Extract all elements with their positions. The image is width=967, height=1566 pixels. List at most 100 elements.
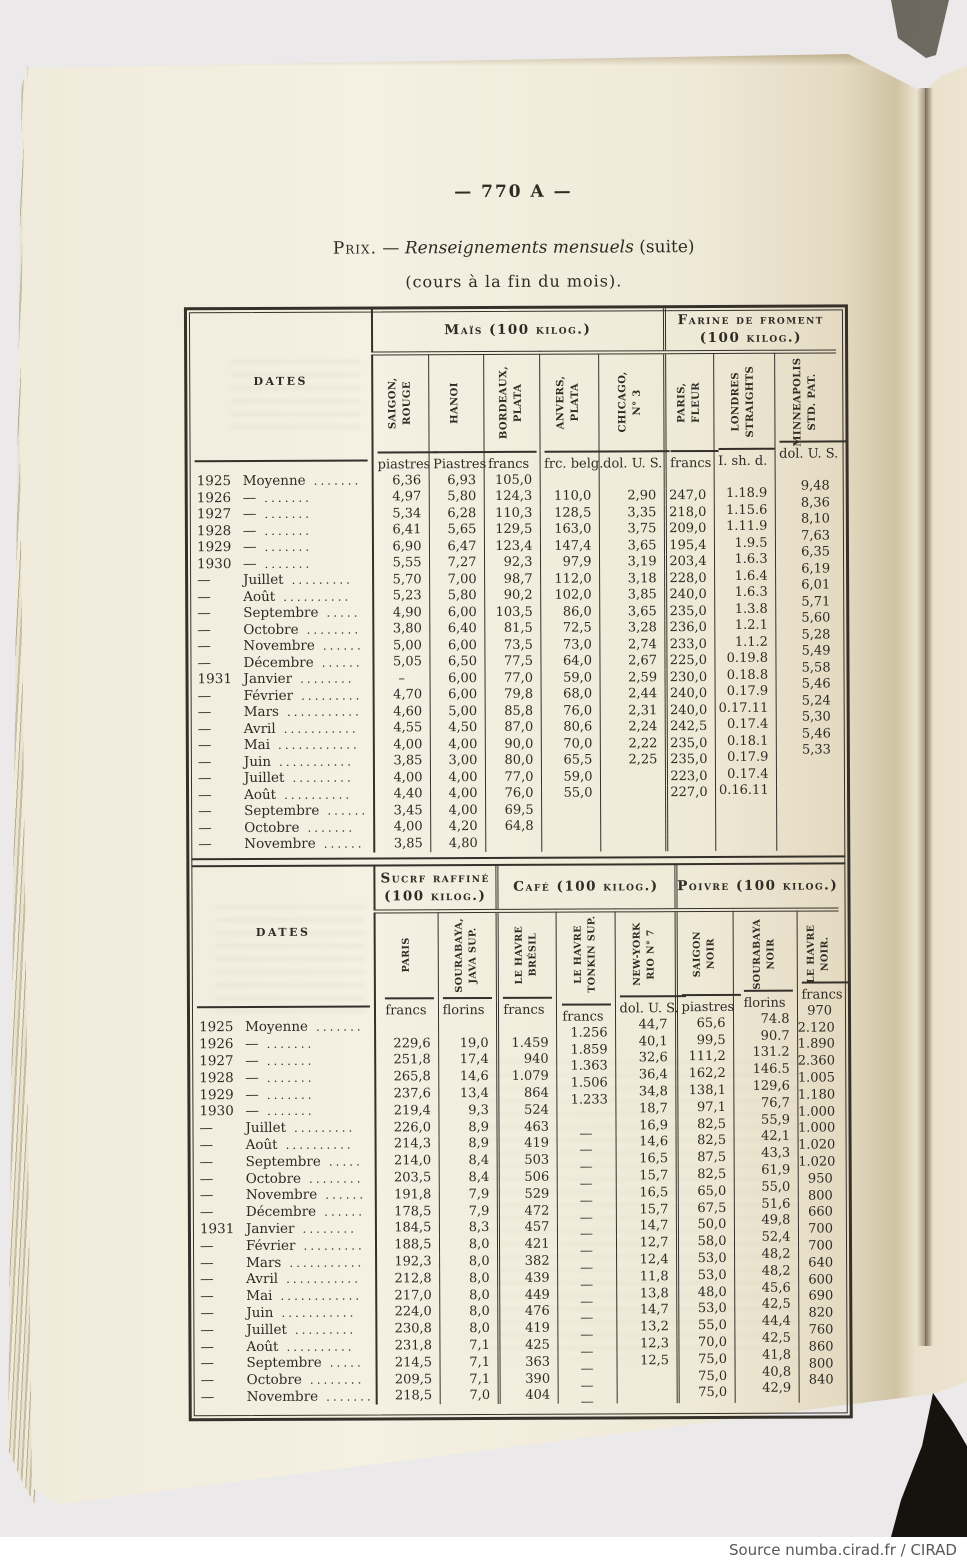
value-cell: 0.16.11	[715, 783, 777, 801]
table-row: — Novembre....... 218,5 7,0 404—75,0 42,9 840	[194, 1373, 841, 1410]
value-cell: frc. belg.	[539, 450, 611, 472]
value-cell: 242,5	[665, 718, 715, 736]
value-cell	[776, 783, 839, 801]
row-date: — Septembre......	[192, 802, 375, 820]
value-cell: 110,3	[483, 504, 540, 522]
value-cell: 4,00	[429, 768, 486, 786]
value-cell	[541, 817, 601, 835]
title-prefix: Prix.	[332, 238, 378, 259]
value-cell: 0.17.4	[714, 717, 776, 735]
value-cell: 2,24	[599, 718, 666, 736]
value-cell: 67,5	[676, 1201, 734, 1219]
value-cell: 73,5	[484, 636, 541, 654]
value-cell: 5,80	[428, 488, 484, 506]
value-cell: 53,0	[677, 1268, 735, 1286]
row-date: — Juillet.........	[194, 1320, 377, 1339]
value-cell: 14,6	[615, 1135, 677, 1152]
value-cell: dol. U. S.	[598, 450, 670, 472]
value-cell: 2,67	[599, 652, 666, 670]
row-date: — Février.........	[193, 1236, 377, 1255]
value-cell: 162,2	[676, 1066, 734, 1085]
value-cell: 1.1.2	[714, 635, 776, 653]
value-cell: I. sh. d.	[713, 447, 775, 471]
value-cell: 2,22	[599, 735, 666, 752]
value-cell: 19,0	[438, 1034, 498, 1052]
value-cell: 419	[498, 1320, 558, 1338]
row-date: — Avril...........	[194, 1270, 377, 1289]
value-cell	[541, 801, 601, 819]
value-cell: 6,47	[428, 537, 485, 555]
row-date: — Décembre......	[191, 653, 374, 672]
value-cell: 6,90	[392, 539, 422, 555]
row-date: — Août..........	[191, 587, 374, 606]
value-cell: 237,6	[393, 1086, 431, 1102]
value-cell: 112,0	[540, 570, 600, 588]
row-date: — Septembre.....	[191, 604, 374, 622]
value-cell: 0.17.9	[714, 684, 776, 702]
value-cell: 3,00	[429, 752, 485, 770]
row-date: — Novembre......	[193, 1186, 376, 1205]
value-cell: 940	[497, 1051, 557, 1069]
value-cell: 48,0	[677, 1285, 735, 1303]
value-cell: 3,19	[599, 553, 666, 571]
value-cell: 129,5	[483, 521, 540, 538]
value-cell: 16,5	[615, 1185, 677, 1203]
group-title-poivre: Poivre (100 kilog.)	[675, 863, 839, 911]
column-header-sourabaya-java: SOURABAYA, JAVA SUP.	[437, 910, 497, 998]
column-header-havre-bresil: LE HAVRE BRÉSIL	[496, 910, 556, 997]
value-cell: 72,5	[540, 619, 600, 637]
dates-rule	[192, 997, 376, 1020]
value-cell: 5,70	[392, 572, 422, 588]
value-cell: 4,20	[430, 818, 486, 836]
value-cell: 421	[497, 1236, 558, 1254]
value-cell: 236,0	[665, 619, 715, 637]
value-cell: 12,5	[616, 1353, 678, 1371]
value-cell: 240,0	[665, 586, 715, 604]
value-cell: 68,0	[540, 685, 600, 703]
value-cell: 233,0	[665, 635, 715, 653]
value-cell: 50,0	[676, 1217, 734, 1236]
value-cell: 6,00	[429, 636, 485, 654]
footer-bar: Source numba.cirad.fr / CIRAD	[0, 1537, 967, 1566]
row-date: 1929—.......	[190, 538, 374, 556]
row-date: 1930—.......	[191, 554, 374, 573]
value-cell: 1.6.3	[714, 552, 776, 570]
value-cell: 7,1	[439, 1370, 499, 1388]
value-cell: 75,0	[677, 1385, 735, 1404]
value-cell: 87,0	[484, 719, 541, 736]
value-cell	[598, 471, 665, 488]
value-cell: 81,5	[484, 620, 541, 637]
value-cell	[715, 833, 777, 851]
group-title-mais: Maïs (100 kilog.)	[371, 308, 665, 354]
value-cell: 80,6	[540, 718, 600, 736]
value-cell: 9,3	[438, 1101, 498, 1119]
value-cell: 212,8	[394, 1271, 432, 1287]
value-cell: 97,9	[540, 553, 600, 571]
value-cell: 188,5	[394, 1237, 432, 1253]
value-cell: 76,0	[485, 785, 542, 802]
value-cell: 4,40	[393, 786, 423, 802]
row-date: 1931 Janvier........	[193, 1220, 376, 1238]
value-cell	[776, 816, 839, 834]
value-cell: 2,25	[599, 751, 666, 769]
column-header-londres-straights: LONDRES STRAIGHTS	[713, 351, 775, 450]
value-cell: 1.15.6	[713, 503, 775, 521]
row-date: 1925 Moyenne.......	[193, 1018, 376, 1037]
value-cell: 3,65	[599, 603, 666, 620]
value-cell: 7,1	[439, 1353, 499, 1371]
row-date: 1928—.......	[190, 521, 373, 540]
value-cell: 3,28	[599, 619, 666, 637]
column-header-chicago-n3: CHICAGO, N° 3	[598, 352, 665, 451]
value-cell: 7,27	[429, 554, 485, 572]
value-cell: 7,0	[439, 1387, 499, 1405]
value-cell	[485, 834, 542, 852]
value-cell: 77,0	[484, 768, 542, 786]
row-date: — Mars...........	[191, 703, 374, 721]
column-header-minneapolis: MINNEAPOLIS STD. PAT.	[774, 351, 837, 450]
value-cell: 13,8	[616, 1286, 678, 1303]
row-date: 1926—.......	[190, 488, 373, 507]
value-cell: 3,85	[393, 753, 423, 769]
value-cell: 5,00	[392, 638, 422, 654]
value-cell: 32,6	[615, 1051, 677, 1068]
column-header-newyork-rio: NEW-YORK RIO N° 7	[614, 910, 676, 997]
